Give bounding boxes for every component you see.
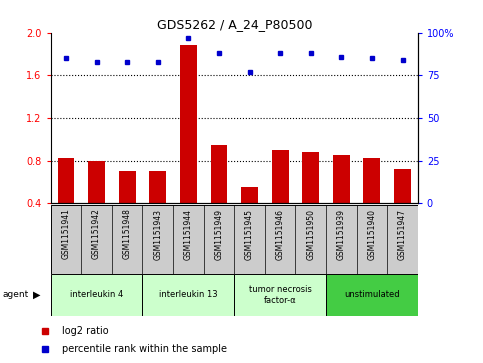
Bar (364, 159, 380, 203)
Text: percentile rank within the sample: percentile rank within the sample (62, 344, 227, 354)
Text: log2 ratio: log2 ratio (62, 326, 108, 337)
Text: GSM1151943: GSM1151943 (153, 208, 162, 260)
Text: agent: agent (2, 290, 28, 299)
Text: GSM1151947: GSM1151947 (398, 208, 407, 260)
Bar (211, 144, 227, 203)
Bar (88, 160, 105, 203)
Text: GSM1151945: GSM1151945 (245, 208, 254, 260)
Bar (394, 169, 411, 203)
Text: unstimulated: unstimulated (344, 290, 400, 299)
Text: GSM1151948: GSM1151948 (123, 208, 132, 260)
Text: interleukin 13: interleukin 13 (159, 290, 218, 299)
Bar (119, 171, 136, 203)
Text: tumor necrosis
factor-α: tumor necrosis factor-α (249, 285, 312, 305)
Bar (333, 155, 350, 203)
Bar (326, 274, 418, 316)
Bar (149, 171, 166, 203)
Bar (142, 274, 234, 316)
Bar (272, 150, 288, 203)
Text: GSM1151949: GSM1151949 (214, 208, 224, 260)
Text: GSM1151950: GSM1151950 (306, 208, 315, 260)
Bar (180, 45, 197, 203)
Text: GSM1151946: GSM1151946 (276, 208, 284, 260)
Title: GDS5262 / A_24_P80500: GDS5262 / A_24_P80500 (156, 19, 312, 32)
Text: GSM1151941: GSM1151941 (61, 208, 71, 260)
Text: interleukin 4: interleukin 4 (70, 290, 123, 299)
Text: GSM1151940: GSM1151940 (368, 208, 376, 260)
Bar (57, 159, 74, 203)
Bar (302, 152, 319, 203)
Text: ▶: ▶ (33, 290, 41, 300)
Bar (241, 187, 258, 203)
Bar (51, 274, 142, 316)
Bar (234, 274, 326, 316)
Text: GSM1151939: GSM1151939 (337, 208, 346, 260)
Text: GSM1151944: GSM1151944 (184, 208, 193, 260)
Text: GSM1151942: GSM1151942 (92, 208, 101, 260)
